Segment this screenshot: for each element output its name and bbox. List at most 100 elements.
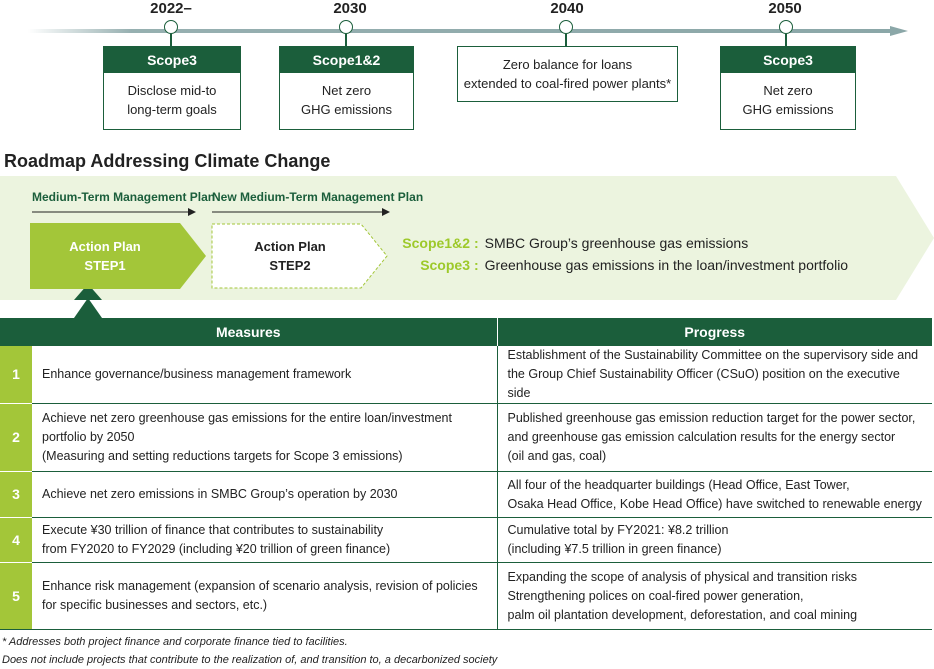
row-number: 1 [0,346,32,404]
table-pointer [74,298,102,318]
plan-arrow-current [32,208,196,216]
measure-cell: Enhance governance/business management f… [32,346,498,404]
goal-text-line: Net zero [321,83,372,98]
measure-line: Achieve net zero emissions in SMBC Group… [42,487,398,501]
goal-text-line: extended to coal-fired power plants* [463,76,672,91]
step2-label: Action Plan STEP2 [211,237,369,275]
scope-colon: : [474,235,479,251]
plan-label-current: Medium-Term Management Plan [32,190,216,204]
timeline-stem [345,34,347,46]
progress-line: Published greenhouse gas emission reduct… [507,411,916,425]
measure-line: Enhance governance/business management f… [42,367,352,381]
measure-cell: Enhance risk management (expansion of sc… [32,562,498,630]
goal-text-line: Net zero [763,83,813,98]
measure-cell: Achieve net zero emissions in SMBC Group… [32,471,498,518]
progress-line: Establishment of the Sustainability Comm… [507,348,919,362]
scope-desc: SMBC Group’s greenhouse gas emissions [484,235,749,251]
measure-line: (Measuring and setting reductions target… [42,449,403,463]
header-measures: Measures [0,318,497,346]
footnote: * Addresses both project finance and cor… [2,636,348,648]
progress-line: the Group Chief Sustainability Officer (… [507,367,900,400]
timeline-stem [785,34,787,46]
table-row: 5 Enhance risk management (expansion of … [0,562,932,630]
measures-progress-table: Measures Progress 1 Enhance governance/b… [0,318,932,630]
progress-line: Cumulative total by FY2021: ¥8.2 trillio… [507,523,729,537]
goal-text-line: Zero balance for loans [502,57,633,72]
step1-chevron [30,223,206,289]
goal-text: Zero balance for loans extended to coal-… [458,47,677,93]
plan-label-new: New Medium-Term Management Plan [212,190,424,204]
scope-desc: Greenhouse gas emissions in the loan/inv… [484,257,849,273]
header-progress: Progress [496,318,932,346]
progress-line: Strengthening polices on coal-fired powe… [507,588,804,603]
year-label-2050: 2050 [768,0,802,17]
measure-line: Execute ¥30 trillion of finance that con… [42,523,384,537]
timeline-dot [339,20,353,34]
footnote: Does not include projects that contribut… [2,654,498,666]
table-row: 1 Enhance governance/business management… [0,346,932,404]
scope-definition-2: Scope3: Greenhouse gas emissions in the l… [396,257,848,273]
step1-line: STEP1 [84,258,126,273]
progress-line: (oil and gas, coal) [507,449,607,463]
scope-colon: : [474,257,479,273]
timeline-dot [779,20,793,34]
year-label-2022: 2022– [150,0,192,17]
timeline-dot [559,20,573,34]
measure-line: Enhance risk management (expansion of sc… [42,579,478,593]
row-number: 4 [0,517,32,563]
scope-key: Scope3 [420,257,470,273]
goal-box-2022: Scope3 Disclose mid-to long-term goals [103,46,241,130]
goal-box-2050: Scope3 Net zero GHG emissions [720,46,856,130]
step2-line: Action Plan [254,239,326,254]
step2-line: STEP2 [269,258,311,273]
progress-line: palm oil plantation development, defores… [507,607,858,622]
progress-line: Osaka Head Office, Kobe Head Office) hav… [507,496,922,511]
measure-cell: Achieve net zero greenhouse gas emission… [32,403,498,472]
progress-line: and greenhouse gas emission calculation … [507,430,896,444]
row-number: 3 [0,471,32,518]
table-row: 2 Achieve net zero greenhouse gas emissi… [0,403,932,472]
progress-cell: All four of the headquarter buildings (H… [497,471,932,518]
timeline-arrow [28,26,908,36]
timeline-stem [565,34,567,46]
row-number: 5 [0,562,32,630]
progress-cell: Cumulative total by FY2021: ¥8.2 trillio… [497,517,932,563]
year-label-2030: 2030 [333,0,367,17]
row-number: 2 [0,403,32,472]
step2-chevron [211,223,388,289]
progress-line: Expanding the scope of analysis of physi… [507,569,858,584]
table-row: 4 Execute ¥30 trillion of finance that c… [0,517,932,563]
goal-text-line: Disclose mid-to [127,83,217,98]
year-label-2040: 2040 [550,0,584,17]
goal-text-line: long-term goals [127,102,217,117]
measure-cell: Execute ¥30 trillion of finance that con… [32,517,498,563]
measure-line: portfolio by 2050 [42,430,135,444]
goal-text-line: GHG emissions [300,102,393,117]
progress-cell: Establishment of the Sustainability Comm… [497,346,932,404]
measure-line: Achieve net zero greenhouse gas emission… [42,411,452,425]
goal-box-2030: Scope1&2 Net zero GHG emissions [279,46,414,130]
progress-cell: Published greenhouse gas emission reduct… [497,403,932,472]
progress-line: (including ¥7.5 trillion in green financ… [507,542,722,556]
table-header-row: Measures Progress [0,318,932,346]
measure-line: for specific businesses and sectors, etc… [42,598,268,612]
goal-text-line: GHG emissions [742,102,834,117]
plan-arrow-new [212,208,390,216]
progress-line: All four of the headquarter buildings (H… [507,477,850,492]
timeline-stem [170,34,172,46]
step1-line: Action Plan [69,239,141,254]
footnotes: * Addresses both project finance and cor… [2,633,497,669]
table-row: 3 Achieve net zero emissions in SMBC Gro… [0,471,932,518]
goal-text: Net zero GHG emissions [721,73,855,119]
scope-key: Scope1&2 [402,235,470,251]
goal-box-2040: Zero balance for loans extended to coal-… [457,46,678,102]
timeline-dot [164,20,178,34]
roadmap-title: Roadmap Addressing Climate Change [4,151,331,171]
progress-cell: Expanding the scope of analysis of physi… [497,562,932,630]
step1-label: Action Plan STEP1 [30,237,180,275]
goal-scope-label: Scope1&2 [280,47,413,73]
scope-definition-1: Scope1&2: SMBC Group’s greenhouse gas emi… [396,235,748,251]
goal-text: Disclose mid-to long-term goals [104,73,240,119]
goal-scope-label: Scope3 [104,47,240,73]
goal-text: Net zero GHG emissions [280,73,413,119]
